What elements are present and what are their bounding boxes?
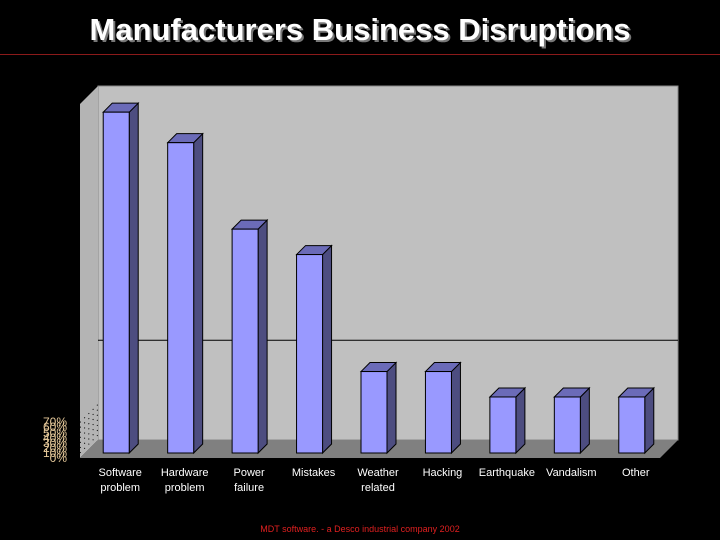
slide-title: Manufacturers Business Disruptions: [89, 12, 631, 47]
tick-guide: [79, 409, 99, 428]
bar-mistakes: [296, 254, 324, 454]
x-tick-label: Weather related: [357, 467, 399, 494]
x-tick-label: Power failure: [233, 467, 265, 494]
tick-guide: [79, 419, 99, 439]
footer-credit: MDT software. - a Desco industrial compa…: [260, 524, 460, 534]
y-tick-label: 30%: [42, 435, 67, 450]
y-tick-label: 40%: [42, 430, 67, 445]
title-divider: [0, 54, 720, 55]
tick-guide: [79, 404, 99, 423]
y-tick-label: 20%: [42, 440, 67, 455]
bar-earthquake: [489, 396, 517, 454]
bar-software-problem: [102, 111, 130, 454]
bar-side: [322, 244, 333, 455]
y-tick-label: 0%: [49, 451, 67, 465]
bar-hardware-problem: [167, 142, 195, 454]
bar-side: [257, 218, 268, 455]
x-tick-label: Hacking: [422, 467, 463, 479]
x-tick-label: Other: [622, 467, 650, 479]
tick-guide: [79, 429, 99, 449]
y-tick-label: 50%: [42, 425, 67, 440]
x-tick-label: Earthquake: [478, 467, 535, 479]
bar-side: [193, 132, 204, 455]
x-tick-label: Vandalism: [546, 467, 597, 479]
bar-side: [450, 361, 461, 455]
bar-side: [386, 361, 397, 455]
bar-side: [128, 101, 139, 455]
y-tick-label: 10%: [42, 445, 67, 460]
bar-hacking: [424, 371, 452, 454]
tick-guide: [79, 434, 99, 454]
bar-side: [515, 386, 526, 455]
tick-guide: [79, 414, 99, 433]
x-tick-label: Hardware problem: [160, 467, 209, 494]
tick-guide: [79, 424, 99, 444]
x-tick-label: Mistakes: [291, 467, 336, 479]
bar-other: [618, 396, 646, 454]
x-tick-label: Software problem: [98, 467, 142, 494]
bar-vandalism: [553, 396, 581, 454]
bar-side: [644, 386, 655, 455]
bar-weather-related: [360, 371, 388, 454]
bar-power-failure: [231, 228, 259, 454]
y-tick-label: 70%: [42, 415, 67, 430]
chart-side-wall: [80, 86, 98, 458]
y-tick-label: 60%: [42, 420, 67, 435]
bar-side: [579, 386, 590, 455]
